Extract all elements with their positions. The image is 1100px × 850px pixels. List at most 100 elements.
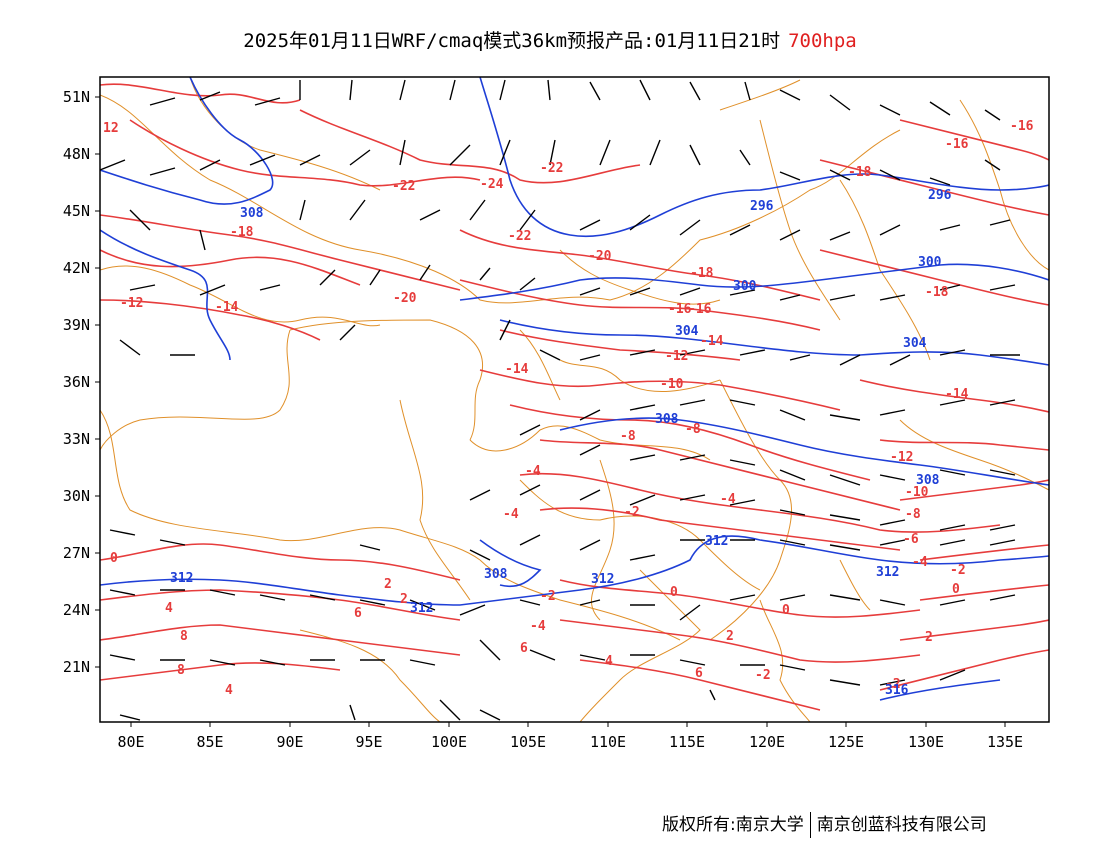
lat-label: 48N xyxy=(63,145,90,163)
temp-label: 6 xyxy=(354,606,362,621)
temp-label: 4 xyxy=(165,601,173,616)
temp-label: -22 xyxy=(540,161,563,176)
geo-label: 308 xyxy=(655,412,679,427)
temp-label: 6 xyxy=(520,641,528,656)
temp-label: -10 xyxy=(660,377,684,392)
lat-label: 51N xyxy=(63,88,90,106)
lat-label: 27N xyxy=(63,544,90,562)
geo-label: 312 xyxy=(410,601,433,616)
boundary-lines xyxy=(100,77,1049,722)
temp-label: -14 xyxy=(215,300,239,315)
temp-label: -8 xyxy=(905,507,921,522)
temp-label: 12 xyxy=(103,121,119,136)
copyright-company: 南京创蓝科技有限公司 xyxy=(816,815,987,835)
geo-label: 312 xyxy=(705,534,728,549)
temp-label: 0 xyxy=(670,585,678,600)
temp-label: -2 xyxy=(540,589,556,604)
temp-label: -10 xyxy=(905,485,929,500)
temp-label: -4 xyxy=(912,555,928,570)
latitude-labels: 51N 48N 45N 42N 39N 36N 33N 30N 27N 24N … xyxy=(63,88,90,676)
lat-label: 24N xyxy=(63,601,90,619)
lon-label: 115E xyxy=(669,733,705,751)
geo-label: 308 xyxy=(916,473,940,488)
longitude-labels: 80E 85E 90E 95E 100E 105E 110E 115E 120E… xyxy=(117,733,1023,751)
plot-frame xyxy=(99,76,1050,723)
temp-label: -2 xyxy=(885,677,901,692)
temp-label: -20 xyxy=(588,249,612,264)
lat-label: 45N xyxy=(63,202,90,220)
lat-label: 30N xyxy=(63,487,90,505)
geopotential-contours xyxy=(100,77,1049,701)
temp-label: 0 xyxy=(782,603,790,618)
temp-label: -4 xyxy=(720,492,736,507)
geo-label: 308 xyxy=(240,206,264,221)
temp-label: -22 xyxy=(392,179,415,194)
axis-ticks xyxy=(95,96,1006,727)
temp-label: -12 xyxy=(890,450,913,465)
temp-label: -8 xyxy=(620,429,636,444)
temp-label: -16 xyxy=(1010,119,1034,134)
temp-label: -20 xyxy=(393,291,417,306)
temp-label: -8 xyxy=(685,422,701,437)
pressure-level: 700hpa xyxy=(788,30,857,52)
temp-label: -14 xyxy=(945,387,969,402)
lat-label: 42N xyxy=(63,259,90,277)
temp-label: -4 xyxy=(503,507,519,522)
temp-label: -4 xyxy=(525,464,541,479)
temp-label: 2 xyxy=(726,629,734,644)
copyright-footer: 版权所有:南京大学 南京创蓝科技有限公司 xyxy=(662,810,987,838)
lon-label: 90E xyxy=(276,733,303,751)
temp-label: -22 xyxy=(508,229,531,244)
copyright-owner: 版权所有:南京大学 xyxy=(662,815,804,835)
temp-label: 2 xyxy=(384,577,392,592)
lon-label: 85E xyxy=(196,733,223,751)
title-text: 2025年01月11日WRF/cmaq模式36km预报产品:01月11日21时 xyxy=(243,30,781,52)
temp-label: 4 xyxy=(605,654,613,669)
temp-label: -12 xyxy=(120,296,143,311)
temp-label: -2 xyxy=(755,668,771,683)
temp-label: 8 xyxy=(180,629,188,644)
temp-label: -24 xyxy=(480,177,504,192)
geo-label: 316 xyxy=(885,683,909,698)
lat-label: 21N xyxy=(63,658,90,676)
temp-label: -2 xyxy=(950,563,966,578)
lon-label: 110E xyxy=(590,733,626,751)
temperature-labels: 12 -22 -24 -22 -22 -18 -16 -16 -18 -20 -… xyxy=(103,119,1034,698)
temp-label: -16 xyxy=(945,137,969,152)
lat-label: 36N xyxy=(63,373,90,391)
lon-label: 135E xyxy=(987,733,1023,751)
geo-label: 304 xyxy=(903,336,927,351)
geo-label: 312 xyxy=(591,572,614,587)
temp-label: -6 xyxy=(903,532,919,547)
temp-label: -16 xyxy=(688,302,712,317)
geo-label: 312 xyxy=(170,571,193,586)
lon-label: 105E xyxy=(510,733,546,751)
lon-label: 80E xyxy=(117,733,144,751)
lon-label: 130E xyxy=(908,733,944,751)
geo-label: 304 xyxy=(675,324,699,339)
lat-label: 33N xyxy=(63,430,90,448)
temp-label: -2 xyxy=(624,505,640,520)
temp-label: -18 xyxy=(690,266,714,281)
lon-label: 100E xyxy=(431,733,467,751)
temp-label: -16 xyxy=(668,302,692,317)
geo-label: 300 xyxy=(918,255,942,270)
geo-label: 296 xyxy=(928,188,952,203)
lon-label: 120E xyxy=(749,733,785,751)
temp-label: -18 xyxy=(848,165,872,180)
temp-label: 0 xyxy=(952,582,960,597)
temp-label: 6 xyxy=(695,666,703,681)
geo-label: 296 xyxy=(750,199,774,214)
wind-barbs xyxy=(100,79,1020,721)
geo-label: 300 xyxy=(733,279,757,294)
temp-label: 0 xyxy=(110,551,118,566)
plot-area: 12 -22 -24 -22 -22 -18 -16 -16 -18 -20 -… xyxy=(100,77,1049,722)
temperature-isotherms xyxy=(100,83,1049,711)
temp-label: -18 xyxy=(230,225,254,240)
temp-label: 8 xyxy=(177,663,185,678)
temp-label: 2 xyxy=(925,630,933,645)
temp-label: -18 xyxy=(925,285,949,300)
geo-label: 308 xyxy=(484,567,508,582)
temp-label: 2 xyxy=(400,592,408,607)
